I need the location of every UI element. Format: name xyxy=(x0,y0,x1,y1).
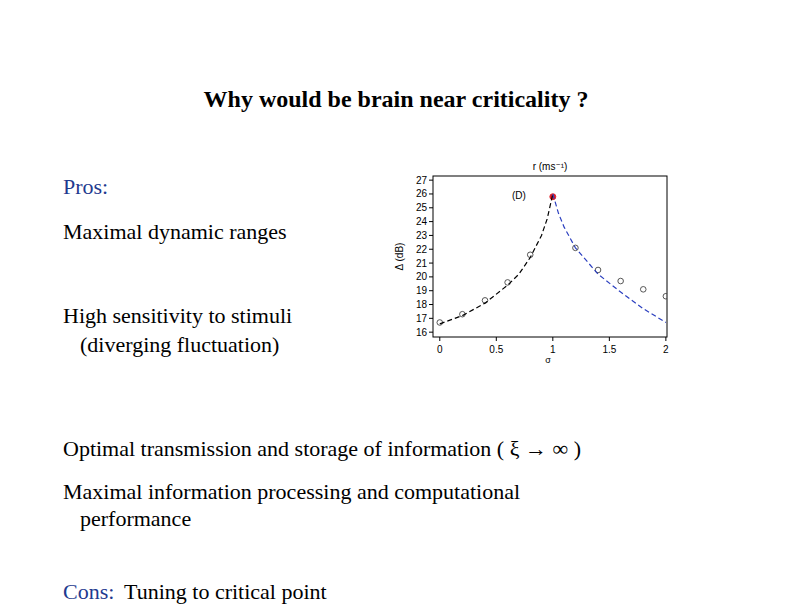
y-tick xyxy=(429,304,433,305)
point xyxy=(618,278,624,284)
y-tick-label: 27 xyxy=(416,175,428,186)
chart: 16 17 18 19 20 21 22 23 24 25 26 27 0 0.5 1 1.5 2 r (ms⁻¹… xyxy=(0,0,792,612)
x-tick-label: 2 xyxy=(663,344,669,355)
y-tick-label: 23 xyxy=(416,230,428,241)
cons-label: Cons: xyxy=(63,579,114,605)
cons-text: Tuning to critical point xyxy=(124,579,327,605)
plot-frame xyxy=(433,176,667,337)
y-tick xyxy=(429,193,433,194)
point xyxy=(640,287,646,293)
pros-item: High sensitivity to stimuli xyxy=(63,303,292,329)
point xyxy=(505,280,511,286)
x-tick xyxy=(439,337,440,341)
y-tick xyxy=(429,249,433,250)
pros-item: Maximal information processing and compu… xyxy=(63,479,520,505)
point xyxy=(437,320,443,326)
y-tick xyxy=(429,235,433,236)
y-tick-label: 18 xyxy=(416,299,428,310)
x-tick-label: 0.5 xyxy=(489,344,503,355)
y-tick xyxy=(429,290,433,291)
slide: Why would be brain near criticality ? Pro… xyxy=(0,0,792,612)
x-tick xyxy=(665,337,666,341)
y-tick-label: 24 xyxy=(416,216,428,227)
y-tick xyxy=(429,180,433,181)
point xyxy=(663,293,667,299)
y-tick-label: 17 xyxy=(416,313,428,324)
annotation: (D) xyxy=(512,190,526,201)
y-tick xyxy=(429,276,433,277)
curve xyxy=(440,194,553,324)
x-tick xyxy=(609,337,610,341)
curve xyxy=(553,194,666,323)
y-tick-label: 25 xyxy=(416,202,428,213)
pros-item: performance xyxy=(80,506,191,532)
pros-item: Maximal dynamic ranges xyxy=(63,219,287,245)
y-tick-label: 22 xyxy=(416,244,428,255)
x-tick xyxy=(496,337,497,341)
marks xyxy=(437,194,667,326)
y-tick-label: 19 xyxy=(416,285,428,296)
y-tick xyxy=(429,318,433,319)
y-tick xyxy=(429,263,433,264)
y-tick-label: 16 xyxy=(416,327,428,338)
pros-item: Optimal transmission and storage of info… xyxy=(63,436,581,462)
y-tick xyxy=(429,221,433,222)
x-tick xyxy=(552,337,553,341)
y-label: Δ (dB) xyxy=(394,243,405,271)
x-label: σ xyxy=(545,355,551,365)
x-tick-label: 0 xyxy=(437,344,443,355)
pros-label: Pros: xyxy=(63,174,108,200)
slide-title: Why would be brain near criticality ? xyxy=(0,86,792,113)
x-tick-label: 1.5 xyxy=(602,344,616,355)
y-tick xyxy=(429,207,433,208)
y-tick-label: 20 xyxy=(416,271,428,282)
pros-item: (diverging fluctuation) xyxy=(80,332,279,358)
x-tick-label: 1 xyxy=(550,344,556,355)
chart-title: r (ms⁻¹) xyxy=(533,161,568,172)
y-tick-label: 26 xyxy=(416,188,428,199)
y-tick xyxy=(429,332,433,333)
y-tick-label: 21 xyxy=(416,258,428,269)
